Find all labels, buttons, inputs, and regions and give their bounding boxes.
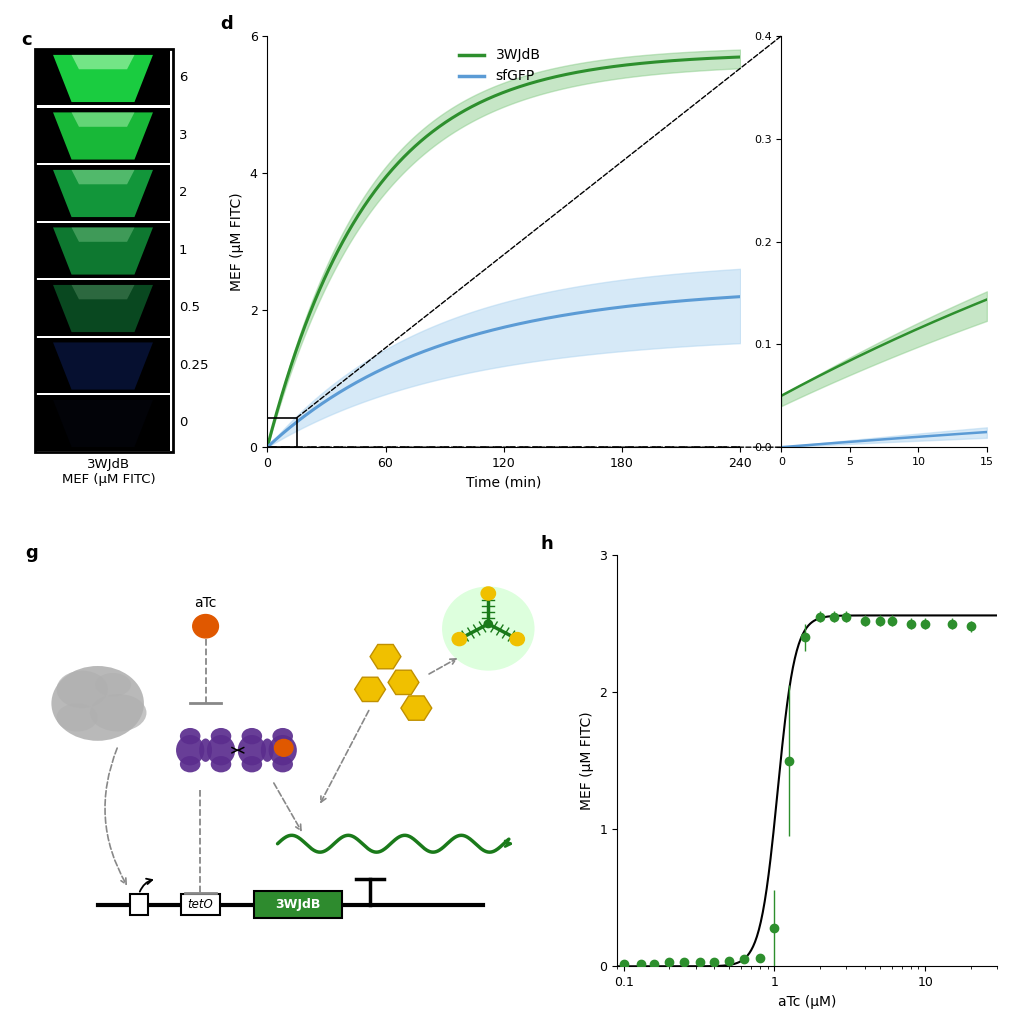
Text: 0.25: 0.25 [179,359,209,372]
Ellipse shape [272,728,293,744]
Polygon shape [72,112,135,126]
Ellipse shape [242,728,262,744]
X-axis label: aTc (μM): aTc (μM) [778,995,836,1008]
Text: 2: 2 [179,186,187,199]
Polygon shape [53,342,153,390]
Text: 3: 3 [179,128,187,142]
FancyBboxPatch shape [36,166,170,221]
FancyBboxPatch shape [130,894,148,915]
Polygon shape [53,400,153,447]
Ellipse shape [180,756,200,772]
Ellipse shape [51,666,144,741]
Circle shape [484,620,492,628]
Polygon shape [53,54,153,102]
FancyBboxPatch shape [36,396,170,450]
FancyBboxPatch shape [35,49,174,451]
Bar [267,417,297,447]
Circle shape [274,739,293,757]
Polygon shape [72,285,135,299]
FancyBboxPatch shape [36,108,170,163]
Text: aTc: aTc [194,596,217,610]
Circle shape [481,587,495,600]
Ellipse shape [57,670,108,708]
Circle shape [510,632,524,646]
Ellipse shape [96,673,132,696]
Ellipse shape [199,738,212,762]
Polygon shape [72,54,135,69]
FancyBboxPatch shape [36,338,170,393]
Polygon shape [72,170,135,184]
Ellipse shape [211,756,231,772]
Polygon shape [53,170,153,217]
FancyBboxPatch shape [36,50,170,106]
Ellipse shape [211,728,231,744]
Y-axis label: MEF (μM FITC): MEF (μM FITC) [580,711,593,810]
Ellipse shape [272,756,293,772]
FancyBboxPatch shape [181,894,220,915]
Ellipse shape [237,735,266,766]
Y-axis label: MEF (μM FITC): MEF (μM FITC) [230,192,244,291]
Ellipse shape [242,756,262,772]
Circle shape [452,632,467,646]
Ellipse shape [442,586,535,670]
Text: h: h [541,535,553,553]
Text: 0.5: 0.5 [179,301,199,315]
Ellipse shape [261,738,273,762]
FancyBboxPatch shape [36,223,170,278]
Polygon shape [53,227,153,274]
Text: 6: 6 [179,71,187,84]
FancyBboxPatch shape [255,891,342,918]
Circle shape [193,615,219,638]
Polygon shape [53,112,153,159]
Text: 3WJdB: 3WJdB [276,898,321,911]
Text: d: d [220,15,232,34]
Text: g: g [26,545,38,562]
Polygon shape [72,227,135,242]
Text: tetO: tetO [187,898,214,911]
Text: c: c [22,31,32,49]
Ellipse shape [268,735,297,766]
Ellipse shape [176,735,205,766]
Ellipse shape [180,728,200,744]
Ellipse shape [207,735,235,766]
Polygon shape [53,285,153,332]
Text: 1: 1 [179,244,187,257]
X-axis label: Time (min): Time (min) [466,476,542,489]
Ellipse shape [90,694,147,732]
Text: 0: 0 [179,416,187,430]
Text: 3WJdB
MEF (μM FITC): 3WJdB MEF (μM FITC) [62,458,155,486]
Legend: 3WJdB, sfGFP: 3WJdB, sfGFP [454,43,546,89]
FancyBboxPatch shape [36,281,170,335]
Ellipse shape [57,703,98,732]
